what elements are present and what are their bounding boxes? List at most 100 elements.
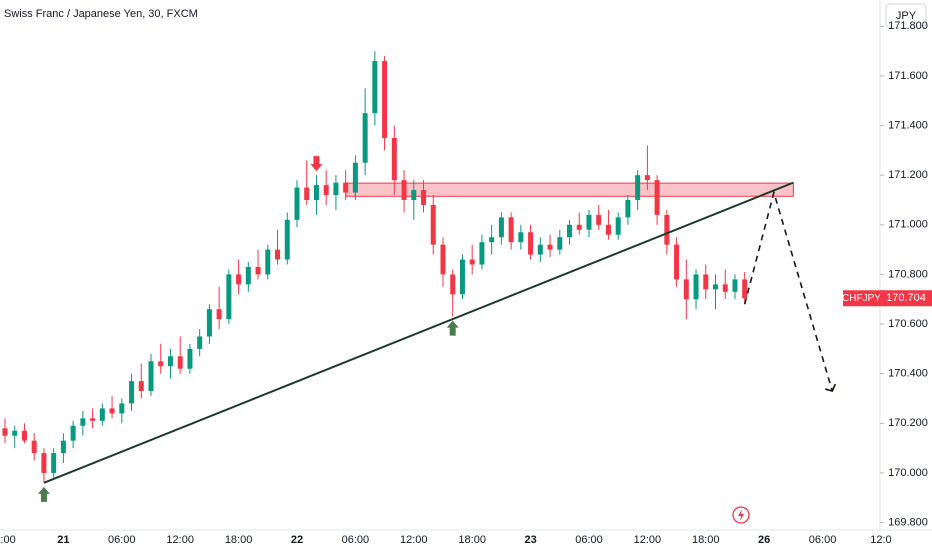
candle-body xyxy=(586,214,592,230)
candle-body xyxy=(31,440,37,454)
currency-button-label[interactable]: JPY xyxy=(896,10,917,22)
candle-body xyxy=(693,274,699,300)
y-tick-label: 170.400 xyxy=(888,368,928,380)
candle-body xyxy=(722,284,728,292)
x-tick-label: 06:00 xyxy=(342,534,370,546)
candle-body xyxy=(352,162,358,193)
currency-button[interactable]: JPY xyxy=(885,3,927,29)
candle-body xyxy=(187,348,193,369)
candle-body xyxy=(547,244,553,250)
candle-body xyxy=(742,279,748,299)
candle-body xyxy=(576,224,582,230)
y-tick-label: 171.600 xyxy=(888,70,928,82)
candle-body xyxy=(313,185,319,200)
candle-body xyxy=(284,219,290,260)
y-tick-label: 171.800 xyxy=(888,20,928,32)
x-tick-label: 12:00 xyxy=(166,534,194,546)
x-tick-label: 26 xyxy=(758,534,770,546)
y-tick-label: 170.800 xyxy=(888,268,928,280)
x-tick-label: 18:00 xyxy=(692,534,720,546)
x-tick-label: 12:00 xyxy=(634,534,662,546)
symbol-label: CHFJPY xyxy=(842,293,881,304)
projection-arrowhead xyxy=(825,383,837,393)
candle-body xyxy=(129,381,135,404)
x-tick-label: 18:00 xyxy=(225,534,253,546)
x-tick-label: 12:0 xyxy=(870,534,891,546)
marker-up xyxy=(37,486,50,502)
last-price-label: 170.704 xyxy=(886,292,926,304)
candle-body xyxy=(21,430,27,441)
candle-body xyxy=(236,274,242,285)
candle-body xyxy=(557,237,563,250)
candle-body xyxy=(294,187,300,220)
candle-body xyxy=(304,187,310,200)
icon-bolt[interactable] xyxy=(738,509,744,521)
candle-body xyxy=(508,217,514,243)
candle-body xyxy=(343,182,349,193)
candle-body xyxy=(567,224,573,238)
candle-body xyxy=(537,244,543,255)
candle-body xyxy=(703,274,709,290)
y-tick-label: 170.200 xyxy=(888,417,928,429)
candle-body xyxy=(226,274,232,320)
candle-body xyxy=(372,61,378,114)
candle-body xyxy=(206,309,212,337)
candle-body xyxy=(664,214,670,245)
trendline xyxy=(43,181,794,484)
candle-body xyxy=(489,237,495,243)
y-tick-label: 169.800 xyxy=(888,516,928,528)
candle-body xyxy=(216,309,222,320)
candle-body xyxy=(80,418,86,426)
candle-body xyxy=(167,356,173,367)
candle-body xyxy=(421,190,427,205)
x-tick-label: 18:00 xyxy=(458,534,486,546)
candle-body xyxy=(654,180,660,215)
y-tick-label: 170.000 xyxy=(888,467,928,479)
marker-down xyxy=(310,156,323,172)
x-tick-label: 06:00 xyxy=(809,534,837,546)
x-tick-label: 8:00 xyxy=(0,534,16,546)
candle-body xyxy=(625,199,631,218)
chart-title: Swiss Franc / Japanese Yen, 30, FXCM xyxy=(4,8,198,20)
candle-body xyxy=(148,361,154,392)
x-tick-label: 06:00 xyxy=(108,534,136,546)
y-tick-label: 171.400 xyxy=(888,119,928,131)
candle-body xyxy=(469,259,475,265)
currency-button-box[interactable] xyxy=(885,3,927,29)
last-price-box xyxy=(880,290,932,307)
candle-body xyxy=(391,137,397,181)
candle-body xyxy=(683,279,689,300)
candle-body xyxy=(2,428,8,436)
candle-body xyxy=(109,408,115,414)
candle-body xyxy=(323,185,329,196)
candle-body xyxy=(41,453,47,473)
candle-body xyxy=(528,232,534,255)
y-tick-label: 171.000 xyxy=(888,219,928,231)
lightning-icon[interactable] xyxy=(732,506,750,524)
candle-body xyxy=(498,217,504,238)
candle-body xyxy=(635,175,641,200)
candle-body xyxy=(401,180,407,200)
candle-body xyxy=(479,242,485,265)
candle-body xyxy=(275,249,281,260)
projection-path xyxy=(743,189,834,392)
candle-body xyxy=(644,175,650,181)
candle-body xyxy=(362,113,368,163)
candle-body xyxy=(177,356,183,369)
candle-body xyxy=(245,266,251,285)
x-tick-label: 06:00 xyxy=(575,534,603,546)
x-tick-label: 23 xyxy=(524,534,536,546)
x-tick-label: 12:00 xyxy=(400,534,428,546)
candle-body xyxy=(158,361,164,367)
candle-body xyxy=(713,284,719,290)
marker-up xyxy=(446,320,459,336)
candle-body xyxy=(411,190,417,200)
candle-body xyxy=(90,418,96,421)
candle-body xyxy=(615,217,621,235)
y-tick-label: 170.600 xyxy=(888,318,928,330)
x-tick-label: 22 xyxy=(291,534,303,546)
candle-body xyxy=(60,440,66,454)
candle-body xyxy=(333,182,339,196)
